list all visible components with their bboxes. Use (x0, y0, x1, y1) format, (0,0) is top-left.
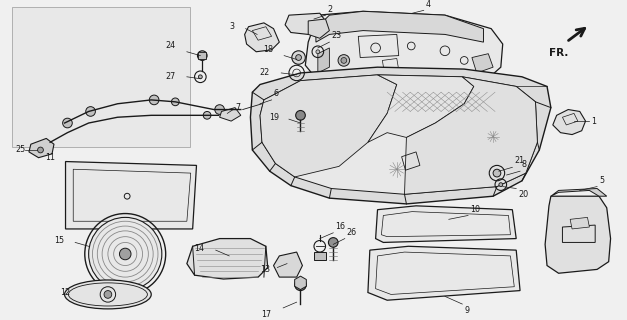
Circle shape (296, 110, 305, 120)
Circle shape (120, 248, 131, 260)
Text: 4: 4 (426, 0, 431, 9)
Polygon shape (295, 276, 307, 290)
Polygon shape (545, 196, 611, 273)
Circle shape (104, 291, 112, 298)
Polygon shape (187, 239, 268, 279)
Text: 5: 5 (599, 176, 604, 185)
Circle shape (295, 279, 306, 291)
Circle shape (198, 75, 203, 79)
Text: 1: 1 (591, 116, 596, 125)
Text: 14: 14 (194, 244, 204, 253)
Text: 3: 3 (229, 22, 234, 31)
Text: 13: 13 (260, 265, 270, 274)
Text: 22: 22 (260, 68, 270, 77)
Text: 11: 11 (45, 153, 55, 162)
Polygon shape (570, 217, 589, 229)
Ellipse shape (65, 280, 151, 309)
Polygon shape (250, 67, 551, 204)
Text: 24: 24 (165, 41, 176, 50)
Text: 27: 27 (165, 72, 176, 81)
Circle shape (149, 95, 159, 105)
Text: 19: 19 (269, 113, 279, 122)
Text: 20: 20 (518, 190, 529, 199)
Circle shape (198, 51, 207, 60)
Text: 21: 21 (514, 156, 524, 165)
Polygon shape (308, 19, 329, 38)
Polygon shape (245, 23, 279, 52)
Polygon shape (273, 252, 302, 277)
Circle shape (329, 238, 338, 247)
Circle shape (292, 51, 305, 64)
Text: 16: 16 (335, 222, 345, 231)
Text: 26: 26 (347, 228, 357, 237)
Circle shape (203, 111, 211, 119)
Polygon shape (368, 246, 520, 300)
Text: 6: 6 (273, 89, 278, 98)
Text: 18: 18 (263, 45, 273, 54)
Polygon shape (66, 162, 196, 229)
Polygon shape (29, 139, 54, 158)
Circle shape (338, 55, 350, 66)
Text: 10: 10 (470, 204, 480, 213)
Text: 23: 23 (331, 31, 342, 40)
Polygon shape (12, 7, 190, 147)
Circle shape (493, 169, 501, 177)
Polygon shape (316, 11, 483, 42)
Circle shape (296, 55, 302, 60)
Circle shape (86, 107, 95, 116)
Polygon shape (219, 108, 241, 121)
Circle shape (38, 147, 43, 153)
Circle shape (215, 105, 224, 114)
Polygon shape (404, 77, 537, 194)
Circle shape (499, 183, 503, 187)
Polygon shape (198, 52, 206, 60)
Text: 15: 15 (55, 236, 65, 245)
Polygon shape (260, 75, 397, 177)
Polygon shape (260, 75, 537, 194)
Text: 12: 12 (60, 288, 71, 297)
Polygon shape (285, 13, 325, 35)
Circle shape (316, 50, 320, 54)
Text: 2: 2 (327, 5, 332, 14)
Circle shape (88, 217, 162, 291)
Polygon shape (376, 206, 516, 243)
Circle shape (63, 118, 72, 128)
Polygon shape (553, 109, 586, 135)
Polygon shape (368, 75, 474, 142)
Text: FR.: FR. (549, 48, 568, 58)
Text: 17: 17 (261, 310, 271, 319)
Polygon shape (318, 48, 329, 73)
Text: 9: 9 (464, 306, 470, 315)
Polygon shape (305, 11, 503, 92)
Text: 8: 8 (522, 160, 527, 169)
Polygon shape (314, 252, 325, 260)
Circle shape (341, 58, 347, 63)
Polygon shape (551, 188, 607, 196)
Polygon shape (472, 54, 493, 73)
Text: 7: 7 (235, 103, 240, 112)
Text: 25: 25 (16, 146, 26, 155)
Circle shape (171, 98, 179, 106)
